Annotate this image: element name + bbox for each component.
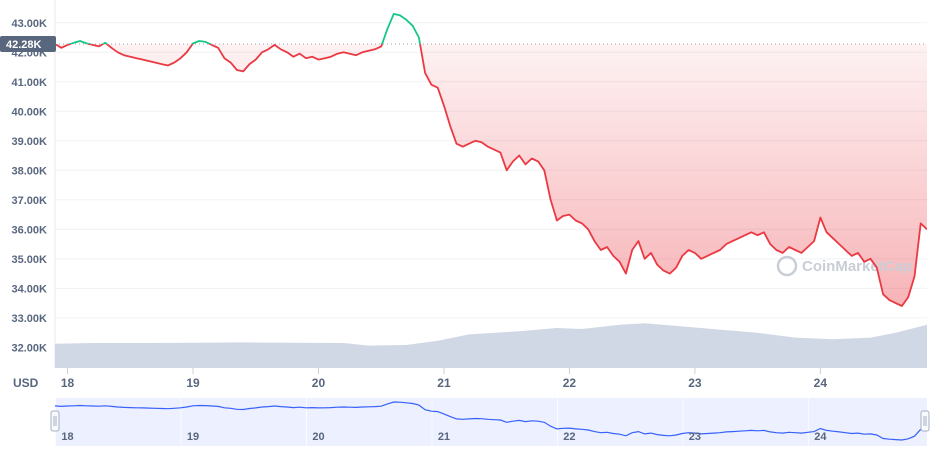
navigator-gridlines [55, 398, 809, 446]
navigator-left-handle[interactable] [50, 410, 60, 432]
navigator-tick-label: 22 [563, 431, 575, 443]
navigator-right-handle[interactable] [920, 410, 930, 432]
navigator-tick-label: 20 [312, 431, 324, 443]
coinmarketcap-logo-icon [776, 255, 798, 277]
current-price-badge-bg [0, 36, 56, 52]
x-tick-label: 23 [688, 376, 702, 390]
navigator-series-line [54, 401, 928, 441]
watermark-text: CoinMarketCap [802, 258, 912, 275]
current-price-label: 42.28K [6, 39, 42, 51]
range-navigator[interactable]: 18 19 20 21 22 23 24 [50, 398, 930, 446]
y-tick-label: 33.00K [12, 313, 48, 325]
navigator-tick-label: 19 [187, 431, 199, 443]
y-tick-label: 39.00K [12, 136, 48, 148]
x-tick-label: 24 [814, 376, 828, 390]
navigator-tick-label: 18 [61, 431, 73, 443]
y-tick-label: 32.00K [12, 342, 48, 354]
navigator-tick-label: 23 [689, 431, 701, 443]
y-tick-label: 38.00K [12, 165, 48, 177]
price-line-down [55, 44, 927, 307]
navigator-x-ticks: 18 19 20 21 22 23 24 [61, 431, 827, 443]
below-baseline-fill [55, 44, 927, 306]
navigator-tick-label: 24 [814, 431, 827, 443]
x-tick-label: 20 [312, 376, 326, 390]
x-tick-label: 18 [61, 376, 75, 390]
y-tick-label: 34.00K [12, 283, 48, 295]
current-price-badge: 42.28K [0, 36, 56, 52]
y-tick-label: 36.00K [12, 224, 48, 236]
navigator-selection[interactable] [55, 398, 927, 446]
x-tick-label: 21 [437, 376, 451, 390]
navigator-tick-label: 21 [438, 431, 450, 443]
x-axis-ticks: 18 19 20 21 22 23 24 [61, 368, 827, 390]
price-line [55, 13, 927, 307]
y-axis-ticks: 43.00K42.00K41.00K40.00K39.00K38.00K37.0… [12, 18, 48, 355]
y-tick-label: 41.00K [12, 77, 48, 89]
y-tick-label: 35.00K [12, 254, 48, 266]
x-tick-label: 22 [563, 376, 577, 390]
watermark: CoinMarketCap [776, 255, 912, 277]
price-line-up [55, 13, 421, 44]
y-tick-label: 37.00K [12, 195, 48, 207]
y-tick-label: 40.00K [12, 106, 48, 118]
area-fill-below [55, 44, 927, 306]
y-tick-label: 43.00K [12, 18, 48, 30]
x-tick-label: 19 [186, 376, 200, 390]
volume-bars [55, 323, 927, 368]
volume-area [55, 323, 927, 368]
y-unit-label: USD [13, 376, 39, 390]
